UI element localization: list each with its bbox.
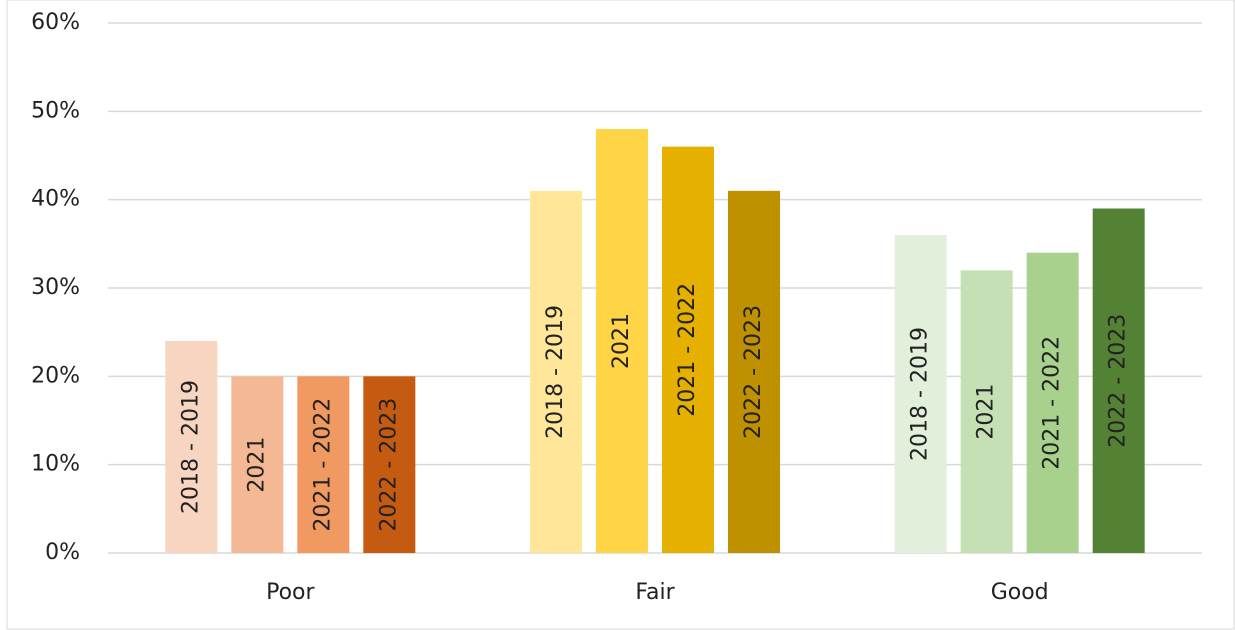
y-tick-label: 50% <box>31 98 80 123</box>
x-tick-label: Poor <box>266 580 315 605</box>
bar <box>297 376 350 553</box>
x-tick-label: Fair <box>635 580 675 605</box>
bar <box>894 235 947 553</box>
y-tick-label: 10% <box>31 452 80 477</box>
x-tick-label: Good <box>991 580 1049 605</box>
bar-series-label: 2022 - 2023 <box>1106 314 1131 448</box>
bar-series-label: 2021 <box>609 313 634 369</box>
bar <box>1026 252 1079 553</box>
y-tick-label: 30% <box>31 275 80 300</box>
bar <box>662 146 714 553</box>
bar <box>231 376 284 553</box>
bar-series-label: 2018 - 2019 <box>178 380 203 514</box>
y-tick-label: 40% <box>31 187 80 212</box>
bar <box>363 376 416 553</box>
bar-series-label: 2018 - 2019 <box>908 327 933 461</box>
bar-series-label: 2021 <box>244 437 269 493</box>
y-tick-label: 0% <box>45 540 80 565</box>
bar <box>960 270 1013 553</box>
chart-frame <box>6 0 1235 630</box>
bar-series-label: 2022 - 2023 <box>741 305 766 439</box>
bar <box>1092 208 1145 553</box>
bar <box>596 129 648 553</box>
bar <box>165 341 218 553</box>
bar <box>728 190 780 554</box>
bar-series-label: 2021 - 2022 <box>1040 336 1065 470</box>
bar <box>530 190 582 554</box>
bar-series-label: 2021 <box>974 384 999 440</box>
bar-series-label: 2018 - 2019 <box>543 305 568 439</box>
y-tick-label: 20% <box>31 363 80 388</box>
bar-series-label: 2021 - 2022 <box>675 283 700 417</box>
y-tick-label: 60% <box>31 10 80 35</box>
bar-series-label: 2021 - 2022 <box>310 398 335 532</box>
bar-series-label: 2022 - 2023 <box>376 398 401 532</box>
